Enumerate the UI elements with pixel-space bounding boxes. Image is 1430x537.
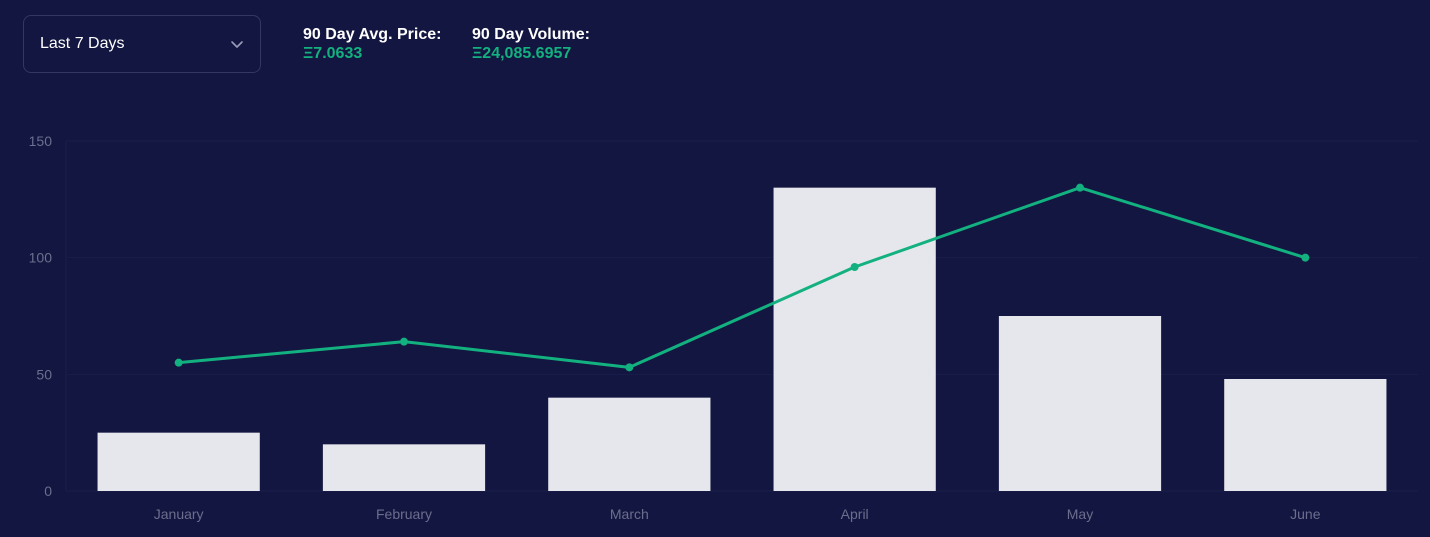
x-tick-label: February	[376, 506, 432, 522]
volume-value: Ξ24,085.6957	[472, 45, 572, 62]
price-point-march	[625, 363, 634, 372]
x-tick-label: January	[154, 506, 204, 522]
volume-bar-march	[548, 397, 711, 491]
period-select-value: Last 7 Days	[40, 35, 125, 52]
volume-label: 90 Day Volume:	[472, 26, 590, 43]
price-volume-chart: 0 50 100 150 January February March April May Ju…	[29, 133, 1418, 522]
y-tick-label: 100	[29, 250, 53, 266]
price-point-may	[1076, 183, 1084, 192]
x-tick-label: May	[1067, 506, 1093, 522]
y-tick-label: 0	[44, 483, 52, 499]
avg-price-value: Ξ7.0633	[303, 45, 363, 62]
volume-bar-january	[97, 432, 260, 491]
price-line	[174, 183, 1310, 372]
period-select[interactable]: Last 7 Days	[23, 15, 261, 73]
volume-bar-april	[773, 187, 936, 491]
avg-price-stat: 90 Day Avg. Price: Ξ7.0633	[303, 25, 441, 63]
y-tick-label: 150	[29, 133, 53, 149]
price-point-january	[174, 358, 183, 367]
x-tick-label: April	[841, 506, 869, 522]
volume-bar-june	[1224, 379, 1387, 491]
y-axis-ticks: 0 50 100 150	[29, 133, 53, 499]
avg-price-label: 90 Day Avg. Price:	[303, 26, 442, 43]
volume-stat: 90 Day Volume: Ξ24,085.6957	[472, 25, 590, 63]
chevron-down-icon	[230, 37, 244, 51]
volume-bar-may	[998, 316, 1162, 491]
x-axis-ticks: January February March April May June	[154, 506, 1321, 522]
y-tick-label: 50	[36, 366, 52, 382]
volume-bar-february	[322, 444, 486, 491]
price-point-june	[1301, 253, 1310, 262]
volume-bars	[97, 187, 1387, 491]
x-tick-label: March	[610, 506, 649, 522]
price-point-february	[400, 337, 408, 346]
price-line-path	[177, 186, 1307, 369]
price-point-april	[850, 263, 859, 271]
x-tick-label: June	[1290, 506, 1321, 522]
grid-lines	[65, 140, 1418, 492]
